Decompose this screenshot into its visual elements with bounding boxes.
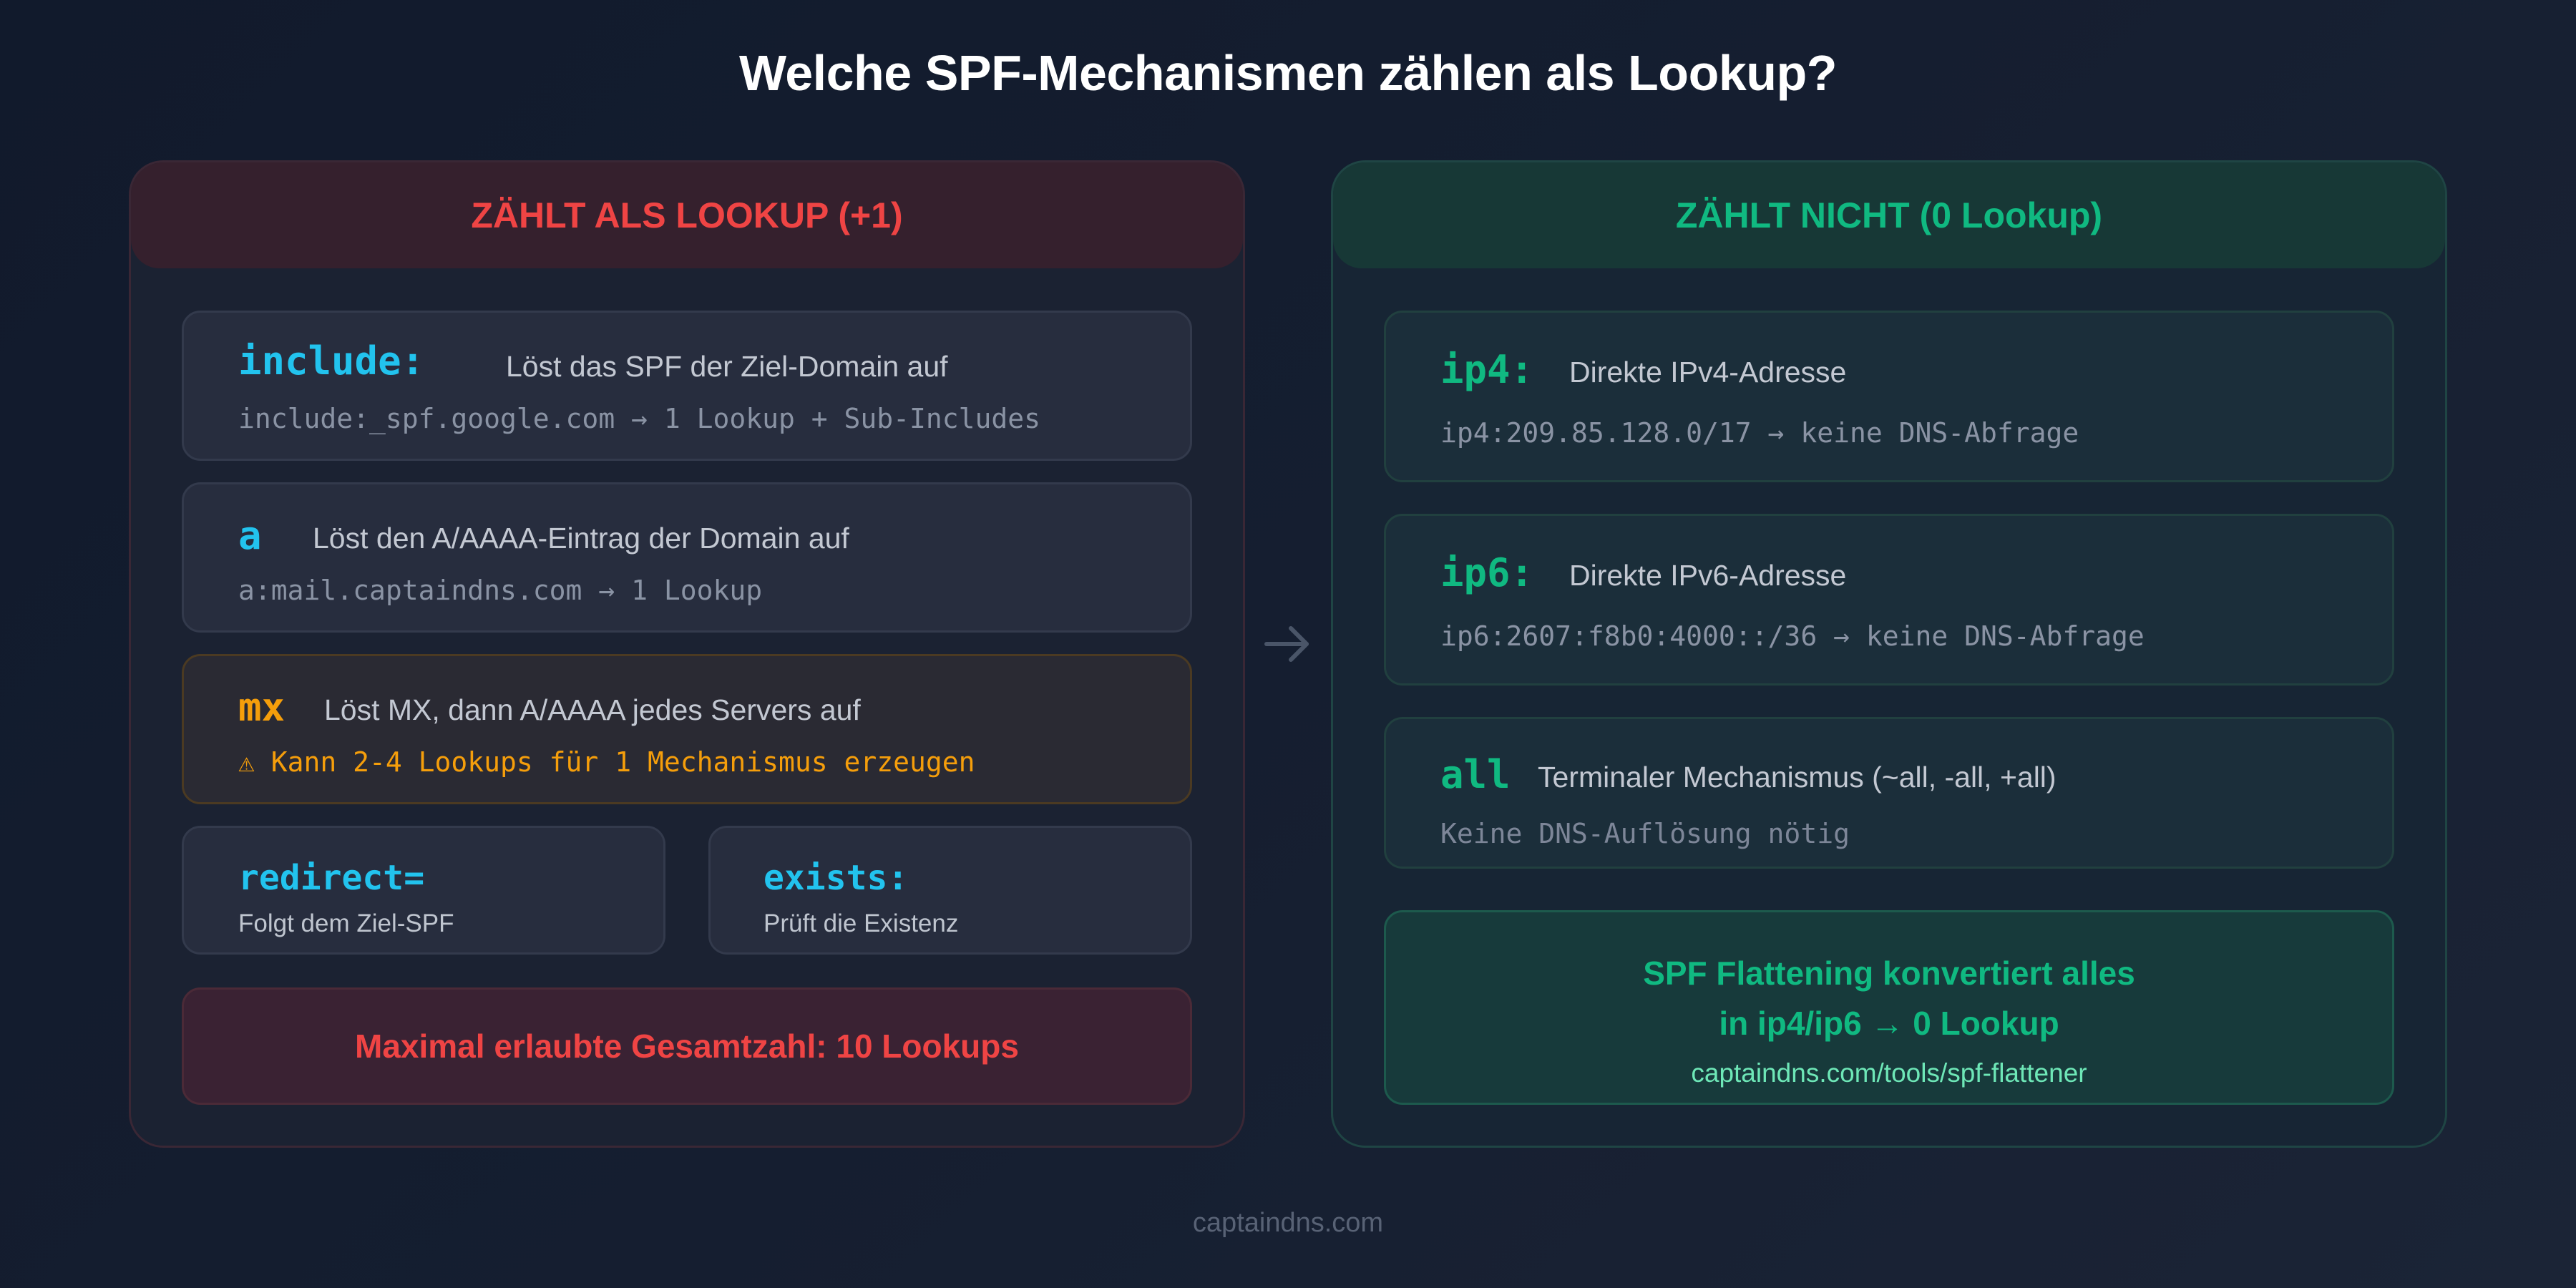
card-redirect: redirect= Folgt dem Ziel-SPF [182,826,665,955]
description-include: Löst das SPF der Ziel-Domain auf [506,350,948,383]
description-ip4: Direkte IPv4-Adresse [1569,356,1847,389]
card-mx: mx Löst MX, dann A/AAAA jedes Servers au… [182,654,1192,804]
panel-header-counts: ZÄHLT ALS LOOKUP (+1) [131,162,1243,268]
description-all: Terminaler Mechanismus (~all, -all, +all… [1538,761,2057,794]
example-a: a:mail.captaindns.com → 1 Lookup [238,575,763,606]
panel-header-no-count: ZÄHLT NICHT (0 Lookup) [1333,162,2445,268]
keyword-include: include: [238,338,425,384]
keyword-mx: mx [238,685,286,730]
card-ip6: ip6: Direkte IPv6-Adresse ip6:2607:f8b0:… [1384,514,2394,686]
flattening-line-2: in ip4/ip6 → 0 Lookup [1719,1005,2059,1042]
description-ip6: Direkte IPv6-Adresse [1569,559,1847,592]
card-spf-flattening: SPF Flattening konvertiert alles in ip4/… [1384,910,2394,1105]
card-a: a Löst den A/AAAA-Eintrag der Domain auf… [182,482,1192,633]
description-a: Löst den A/AAAA-Eintrag der Domain auf [313,522,849,555]
flattener-link[interactable]: captaindns.com/tools/spf-flattener [1691,1058,2087,1088]
example-ip4: ip4:209.85.128.0/17 → keine DNS-Abfrage [1440,417,2079,449]
card-all: all Terminaler Mechanismus (~all, -all, … [1384,717,2394,869]
total-limit-text: Maximal erlaubte Gesamtzahl: 10 Lookups [355,1028,1019,1065]
keyword-a: a [238,513,262,558]
description-redirect: Folgt dem Ziel-SPF [238,909,454,937]
flattening-line-1: SPF Flattening konvertiert alles [1643,955,2135,992]
description-mx: Löst MX, dann A/AAAA jedes Servers auf [324,693,861,726]
keyword-ip4: ip4: [1440,347,1534,392]
description-exists: Prüft die Existenz [763,909,959,937]
page-title: Welche SPF-Mechanismen zählen als Lookup… [738,45,1838,101]
card-include: include: Löst das SPF der Ziel-Domain au… [182,311,1192,461]
keyword-exists: exists: [763,858,909,898]
card-total-limit: Maximal erlaubte Gesamtzahl: 10 Lookups [182,987,1192,1105]
keyword-all: all [1440,752,1511,797]
warning-mx: ⚠ Kann 2-4 Lookups für 1 Mechanismus erz… [238,746,975,778]
keyword-redirect: redirect= [238,858,425,898]
example-ip6: ip6:2607:f8b0:4000::/36 → keine DNS-Abfr… [1440,620,2145,652]
example-include: include:_spf.google.com → 1 Lookup + Sub… [238,403,1041,434]
card-exists: exists: Prüft die Existenz [708,826,1192,955]
keyword-ip6: ip6: [1440,550,1534,595]
example-all: Keine DNS-Auflösung nötig [1440,818,1850,849]
footer-brand: captaindns.com [1192,1208,1384,1238]
arrow-right-icon [1261,617,1315,671]
card-ip4: ip4: Direkte IPv4-Adresse ip4:209.85.128… [1384,311,2394,482]
